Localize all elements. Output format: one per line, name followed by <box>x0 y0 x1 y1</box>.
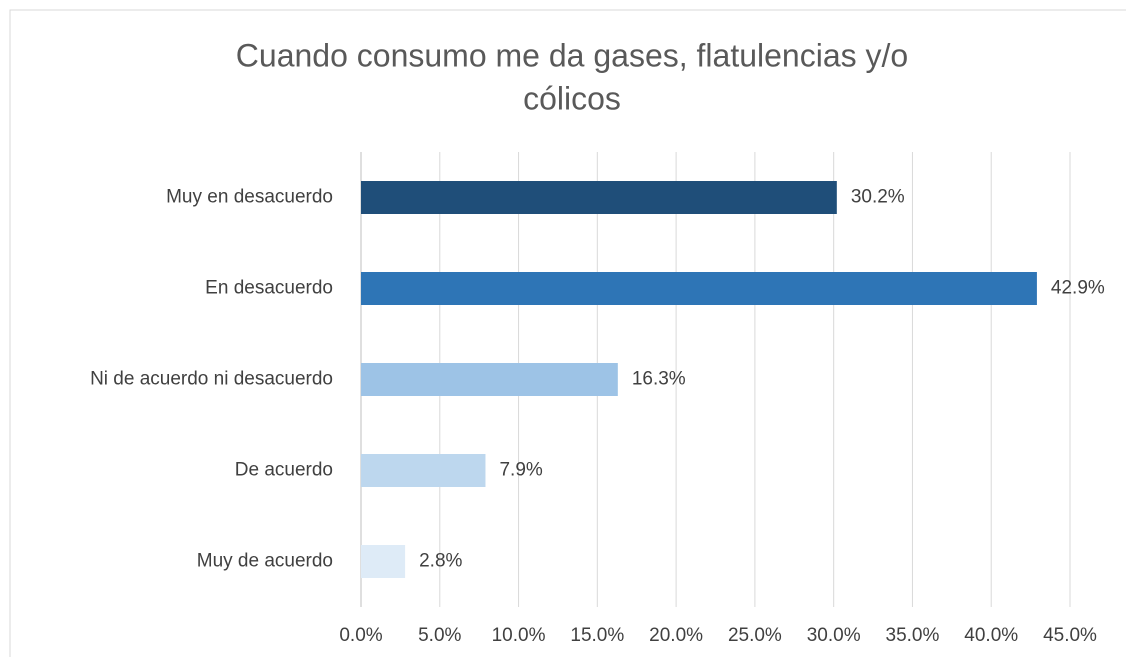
data-label: 42.9% <box>1051 278 1105 299</box>
bar <box>361 181 837 214</box>
x-tick-label: 45.0% <box>1043 625 1097 646</box>
x-tick-label: 0.0% <box>339 625 382 646</box>
y-tick-label: En desacuerdo <box>205 278 333 299</box>
bar <box>361 363 618 396</box>
x-tick-label: 25.0% <box>728 625 782 646</box>
data-label: 30.2% <box>851 187 905 208</box>
data-label: 7.9% <box>499 460 542 481</box>
bar <box>361 454 486 487</box>
data-label: 2.8% <box>419 551 462 572</box>
chart-frame <box>9 9 1126 657</box>
chart-title: cólicos <box>523 80 621 116</box>
x-tick-label: 35.0% <box>886 625 940 646</box>
x-tick-label: 40.0% <box>964 625 1018 646</box>
y-tick-label: Muy en desacuerdo <box>166 187 333 208</box>
x-tick-label: 5.0% <box>418 625 461 646</box>
y-tick-label: De acuerdo <box>235 460 333 481</box>
data-label: 16.3% <box>632 369 686 390</box>
x-tick-label: 10.0% <box>492 625 546 646</box>
x-tick-label: 30.0% <box>807 625 861 646</box>
y-tick-label: Muy de acuerdo <box>197 551 333 572</box>
bar <box>361 545 406 578</box>
x-tick-label: 20.0% <box>649 625 703 646</box>
chart-title: Cuando consumo me da gases, flatulencias… <box>236 37 908 73</box>
bar <box>361 272 1037 305</box>
y-tick-label: Ni de acuerdo ni desacuerdo <box>90 369 333 390</box>
x-tick-label: 15.0% <box>570 625 624 646</box>
